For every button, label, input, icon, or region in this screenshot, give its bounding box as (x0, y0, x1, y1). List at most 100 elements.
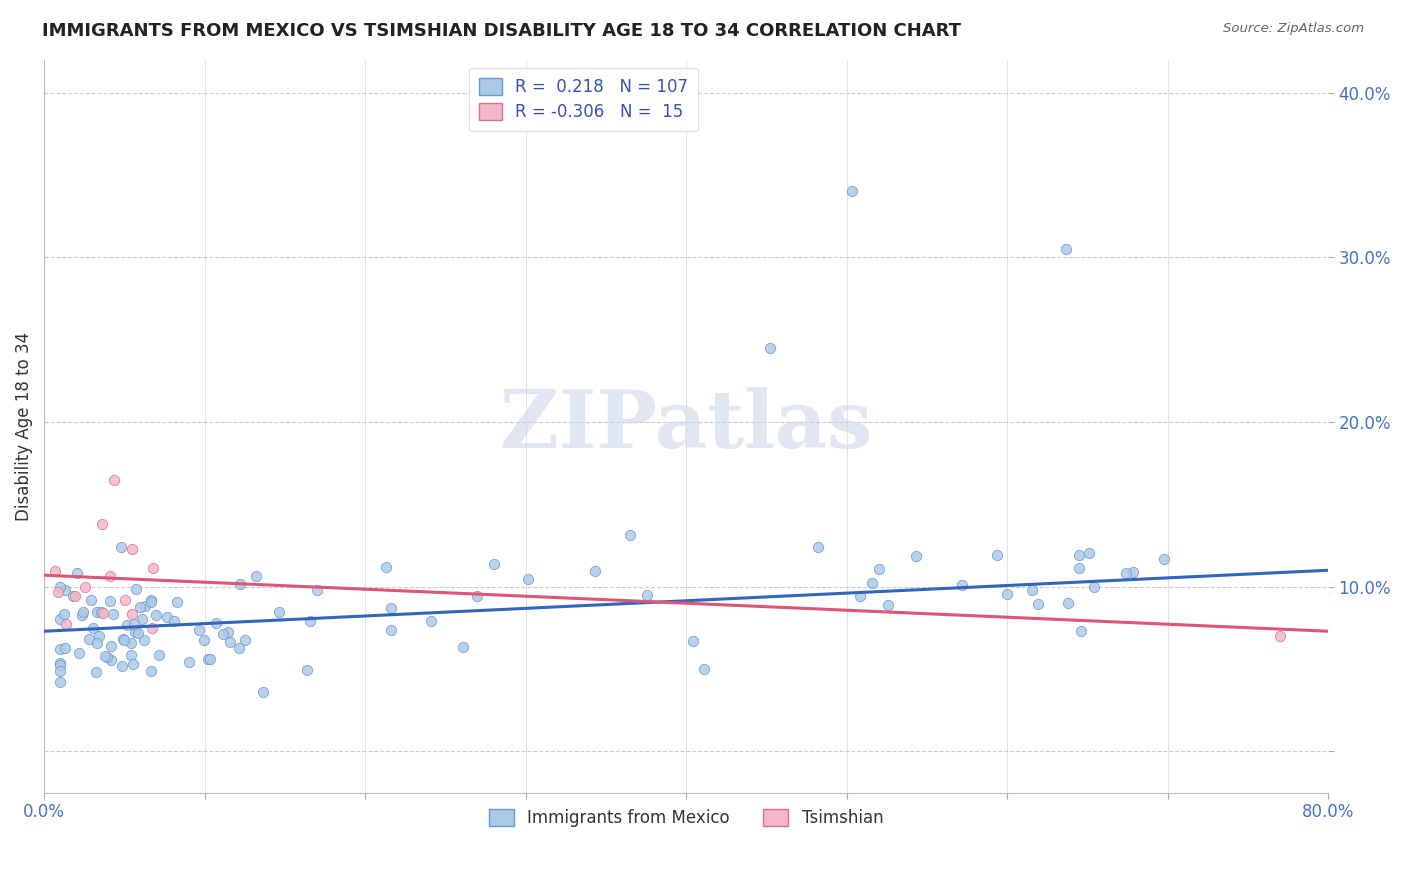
Point (134, 633, 156, 648)
Point (205, 615, 228, 630)
Point (49, 664, 72, 678)
Point (122, 617, 145, 632)
Point (98, 569, 121, 583)
Point (125, 582, 148, 596)
Point (1067, 561, 1090, 575)
Point (141, 621, 163, 635)
Point (110, 659, 132, 673)
Point (141, 595, 163, 609)
Point (117, 618, 139, 632)
Point (482, 557, 505, 571)
Point (112, 633, 135, 648)
Point (86, 605, 108, 619)
Point (120, 648, 142, 662)
Point (233, 632, 256, 647)
Point (218, 635, 240, 649)
Point (868, 562, 890, 576)
Point (53, 582, 76, 597)
Point (1122, 565, 1144, 579)
Point (49, 580, 72, 594)
Point (120, 636, 142, 650)
Point (90, 516, 112, 531)
Point (72, 605, 94, 619)
Point (46, 585, 69, 599)
Point (44, 564, 66, 578)
Point (179, 655, 201, 669)
Point (114, 592, 136, 607)
Point (1153, 552, 1175, 566)
Point (995, 587, 1018, 601)
Point (228, 640, 250, 655)
Point (211, 627, 233, 641)
Point (1026, 597, 1049, 611)
Point (295, 663, 318, 677)
Point (1268, 629, 1291, 643)
Point (49, 657, 72, 671)
Point (1057, 596, 1080, 610)
Point (841, 185, 863, 199)
Point (94, 649, 117, 664)
Point (148, 648, 170, 662)
Point (49, 658, 72, 673)
Point (49, 642, 72, 657)
Point (299, 615, 322, 629)
Point (122, 657, 145, 672)
Point (131, 612, 153, 626)
Point (67, 646, 90, 660)
Text: ZIPatlas: ZIPatlas (501, 387, 872, 465)
Point (217, 625, 239, 640)
Point (451, 640, 474, 654)
Point (380, 601, 402, 615)
Point (1054, 242, 1077, 256)
Point (49, 674, 72, 689)
Point (517, 572, 540, 586)
Y-axis label: Disability Age 18 to 34: Disability Age 18 to 34 (15, 332, 32, 521)
Point (375, 559, 398, 574)
Text: Source: ZipAtlas.com: Source: ZipAtlas.com (1223, 22, 1364, 36)
Point (100, 652, 122, 666)
Point (166, 595, 188, 609)
Point (96, 649, 118, 664)
Point (77, 632, 100, 647)
Point (127, 626, 149, 640)
Point (65, 589, 87, 603)
Point (55, 617, 77, 632)
Point (66, 566, 89, 580)
Point (905, 549, 928, 563)
Point (986, 548, 1008, 562)
Point (90, 605, 112, 619)
Point (86, 636, 108, 650)
Point (1083, 580, 1105, 594)
Point (950, 578, 973, 592)
Point (269, 605, 291, 619)
Point (187, 623, 209, 637)
Point (1070, 624, 1092, 639)
Point (80, 592, 103, 607)
Point (228, 576, 250, 591)
Point (252, 685, 274, 699)
Point (1067, 548, 1090, 562)
Point (1021, 582, 1043, 597)
Legend: Immigrants from Mexico, Tsimshian: Immigrants from Mexico, Tsimshian (481, 801, 891, 836)
Point (121, 541, 143, 556)
Point (73, 580, 96, 594)
Point (849, 589, 872, 603)
Point (84, 665, 107, 680)
Point (141, 593, 163, 607)
Point (53, 640, 76, 655)
Point (103, 607, 125, 621)
Point (156, 609, 179, 624)
Point (860, 575, 883, 590)
Point (62, 589, 84, 603)
Point (87, 629, 110, 643)
Point (197, 652, 219, 666)
Point (49, 612, 72, 626)
Point (682, 633, 704, 648)
Point (100, 639, 122, 653)
Point (693, 662, 716, 676)
Point (93, 607, 115, 621)
Point (145, 607, 167, 622)
Point (53, 607, 76, 621)
Point (103, 473, 125, 487)
Point (583, 564, 606, 578)
